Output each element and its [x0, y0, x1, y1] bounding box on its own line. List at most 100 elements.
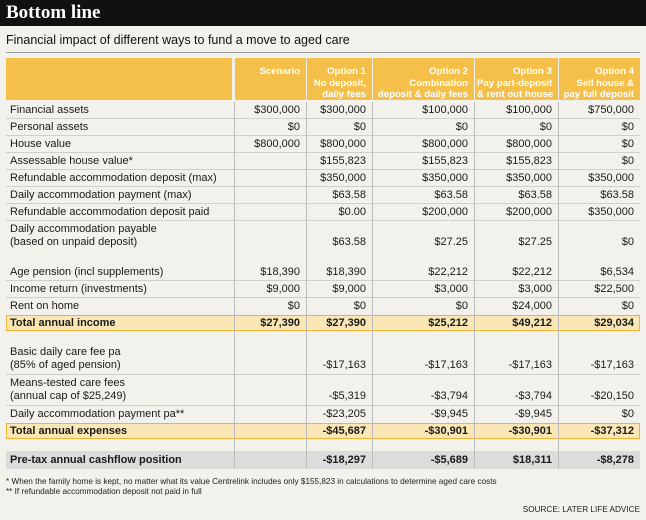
- cell-value: $350,000: [588, 172, 634, 184]
- cell-value: $155,823: [422, 155, 468, 167]
- row-highlight: [6, 315, 640, 331]
- column-divider: [234, 102, 235, 469]
- row-divider: [6, 186, 640, 187]
- cell-value: $63.58: [518, 189, 552, 201]
- table-row: Financial assets $300,000 $300,000 $100,000…: [6, 102, 640, 118]
- table-row: Means-tested care fees (annual cap of $25…: [6, 375, 640, 405]
- cell-value: $29,034: [594, 317, 634, 329]
- cell-value: $200,000: [506, 206, 552, 218]
- cell-value: [234, 204, 306, 220]
- row-divider: [6, 297, 640, 298]
- cell-value: $0: [287, 121, 300, 133]
- footnote-1: * When the family home is kept, no matte…: [6, 477, 497, 486]
- column-header: Option 1 No deposit, daily fees: [307, 58, 372, 100]
- row-label: House value: [10, 138, 72, 150]
- cell-value: $350,000: [506, 172, 552, 184]
- cell-value: -$3,794: [514, 390, 552, 402]
- column-divider: [474, 102, 475, 469]
- cell-value: $750,000: [588, 104, 634, 116]
- cell-value: $27,390: [260, 317, 300, 329]
- cell-value: $22,500: [594, 283, 634, 295]
- column-divider: [558, 102, 559, 469]
- cell-value: $0: [353, 121, 366, 133]
- cell-value: $800,000: [254, 138, 300, 150]
- row-highlight: [6, 451, 640, 469]
- total-expenses-row: Total annual expenses -$45,687 -$30,901 -$3…: [6, 423, 640, 439]
- cell-value: [234, 187, 306, 203]
- cell-value: $6,534: [600, 266, 634, 278]
- table-row: Daily accommodation payable (based on unp…: [6, 221, 640, 251]
- table-row: Refundable accommodation deposit paid $0.…: [6, 204, 640, 220]
- cell-value: -$8,278: [596, 454, 634, 466]
- page-subtitle: Financial impact of different ways to fu…: [6, 33, 350, 47]
- cell-value: $63.58: [434, 189, 468, 201]
- column-header: Option 4 Sell house & pay full deposit: [559, 58, 640, 100]
- cell-value: $100,000: [506, 104, 552, 116]
- cell-value: -$18,297: [322, 454, 366, 466]
- table-row: Age pension (incl supplements) $18,390 $18…: [6, 264, 640, 280]
- cell-value: $0: [621, 236, 634, 248]
- row-label: Total annual expenses: [10, 425, 128, 437]
- row-divider: [6, 118, 640, 119]
- cell-value: $350,000: [588, 206, 634, 218]
- cashflow-row: Pre-tax annual cashflow position -$18,297…: [6, 451, 640, 469]
- cell-value: $27.25: [434, 236, 468, 248]
- header-label-cell: [6, 58, 232, 100]
- cell-value: [234, 153, 306, 169]
- cell-value: -$45,687: [322, 425, 366, 437]
- row-label: Refundable accommodation deposit (max): [10, 172, 217, 184]
- cell-value: $3,000: [518, 283, 552, 295]
- cell-value: [234, 406, 306, 422]
- row-divider: [6, 280, 640, 281]
- cell-value: $155,823: [506, 155, 552, 167]
- cell-value: $25,212: [428, 317, 468, 329]
- cell-value: $0: [621, 408, 634, 420]
- cell-value: $350,000: [320, 172, 366, 184]
- cell-value: [234, 221, 306, 251]
- row-label: Age pension (incl supplements): [10, 266, 164, 278]
- row-label: Rent on home: [10, 300, 80, 312]
- title-divider: [6, 52, 640, 53]
- source-credit: SOURCE: LATER LIFE ADVICE: [522, 505, 640, 514]
- cell-value: -$5,689: [430, 454, 468, 466]
- cell-value: $9,000: [332, 283, 366, 295]
- cell-value: -$9,945: [430, 408, 468, 420]
- table-row: House value $800,000 $800,000 $800,000 $800,…: [6, 136, 640, 152]
- row-label: Refundable accommodation deposit paid: [10, 206, 210, 218]
- cell-value: $24,000: [512, 300, 552, 312]
- cell-value: $22,212: [428, 266, 468, 278]
- cell-value: $63.58: [332, 189, 366, 201]
- page-title: Bottom line: [6, 2, 101, 23]
- cell-value: $300,000: [320, 104, 366, 116]
- row-label: Total annual income: [10, 317, 116, 329]
- cell-value: $155,823: [320, 155, 366, 167]
- table-row: Assessable house value* $155,823 $155,823 $…: [6, 153, 640, 169]
- row-divider: [6, 135, 640, 136]
- total-income-row: Total annual income $27,390 $27,390 $25,212…: [6, 315, 640, 331]
- cell-value: -$20,150: [590, 390, 634, 402]
- table-row: Rent on home $0 $0 $0 $24,000 $0: [6, 298, 640, 314]
- column-divider: [306, 102, 307, 469]
- cell-value: $0: [455, 121, 468, 133]
- row-label: Daily accommodation payment pa**: [10, 408, 185, 420]
- row-label: Daily accommodation payable (based on unp…: [10, 223, 157, 248]
- cell-value: $22,212: [512, 266, 552, 278]
- cell-value: $0.00: [338, 206, 366, 218]
- cell-value: $800,000: [506, 138, 552, 150]
- row-label: Daily accommodation payment (max): [10, 189, 192, 201]
- table-row: Daily accommodation payment pa** -$23,205…: [6, 406, 640, 422]
- cell-value: $63.58: [332, 236, 366, 248]
- table-row: Basic daily care fee pa (85% of aged pens…: [6, 344, 640, 374]
- cell-value: $9,000: [266, 283, 300, 295]
- cell-value: [234, 423, 306, 439]
- cell-value: $18,390: [326, 266, 366, 278]
- footnote-2: ** If refundable accommodation deposit n…: [6, 487, 202, 496]
- cell-value: -$37,312: [590, 425, 634, 437]
- column-header: Scenario: [235, 58, 306, 100]
- cell-value: $18,311: [512, 454, 552, 466]
- cell-value: -$17,163: [424, 359, 468, 371]
- row-label: Means-tested care fees (annual cap of $25…: [10, 377, 127, 402]
- cell-value: $800,000: [422, 138, 468, 150]
- cell-value: $3,000: [434, 283, 468, 295]
- cell-value: $27.25: [518, 236, 552, 248]
